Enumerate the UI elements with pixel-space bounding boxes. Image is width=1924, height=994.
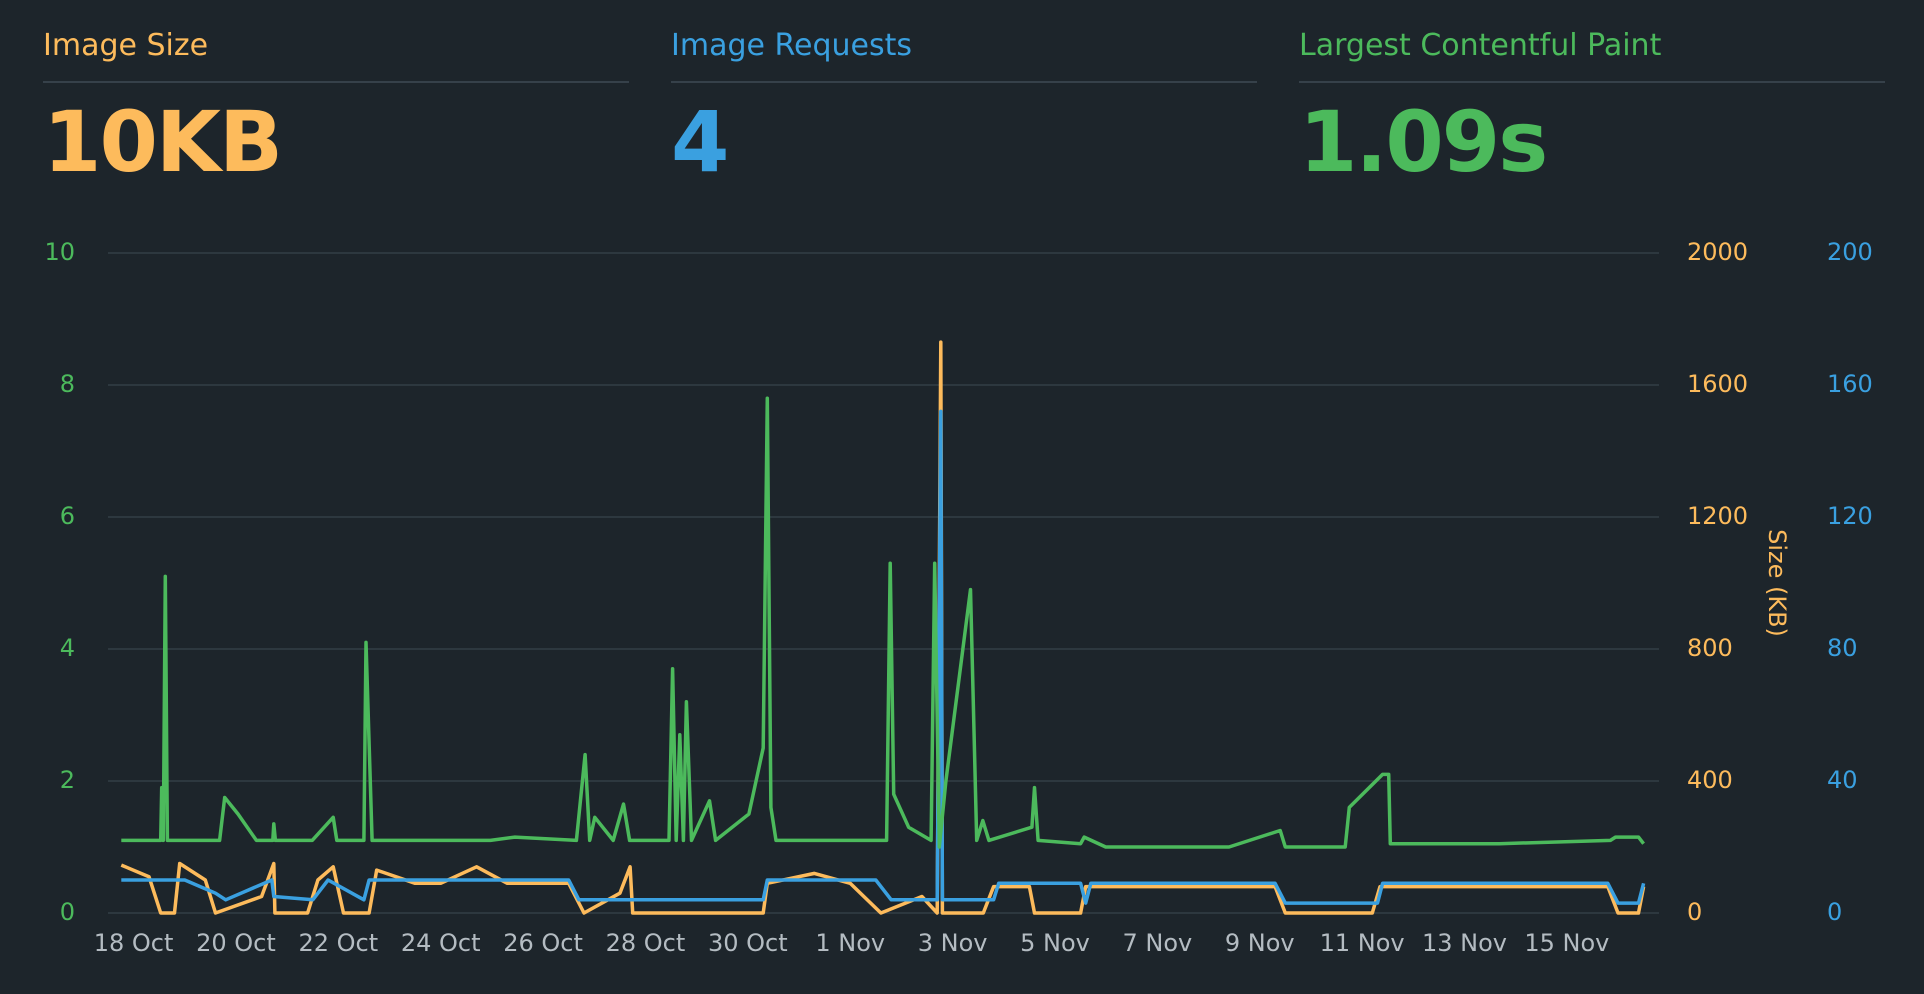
series-line [120, 340, 1646, 915]
x-tick-label: 7 Nov [1122, 929, 1192, 957]
x-tick-label: 5 Nov [1020, 929, 1090, 957]
x-tick-label: 3 Nov [918, 929, 988, 957]
y2-tick-label: 0 [1687, 898, 1702, 926]
series-line [121, 396, 1645, 849]
kpi: Image Requests 4 [671, 28, 1257, 191]
y3-tick-label: 0 [1827, 898, 1842, 926]
y3-tick-label: 160 [1827, 370, 1873, 398]
kpi-value: 10KB [43, 93, 283, 191]
y3-tick-label: 200 [1827, 238, 1873, 266]
series-line [121, 409, 1646, 905]
x-tick-label: 1 Nov [815, 929, 885, 957]
x-tick-label: 28 Oct [606, 929, 686, 957]
y-tick-label: 2 [60, 766, 75, 794]
y2-tick-label: 400 [1687, 766, 1733, 794]
y-tick-label: 4 [60, 634, 75, 662]
kpi-title: Image Size [43, 28, 629, 83]
x-tick-label: 13 Nov [1422, 929, 1507, 957]
kpi-value: 1.09s [1299, 93, 1548, 191]
x-tick-label: 30 Oct [708, 929, 788, 957]
y2-tick-label: 1200 [1687, 502, 1748, 530]
kpi: Image Size 10KB [43, 28, 629, 191]
y2-axis-label: Size (KB) [1763, 529, 1791, 637]
y3-tick-label: 80 [1827, 634, 1858, 662]
y-tick-label: 6 [60, 502, 75, 530]
y-tick-label: 8 [60, 370, 75, 398]
x-tick-label: 18 Oct [94, 929, 174, 957]
y2-tick-label: 800 [1687, 634, 1733, 662]
y2-tick-label: 1600 [1687, 370, 1748, 398]
x-tick-label: 22 Oct [299, 929, 379, 957]
x-tick-label: 20 Oct [196, 929, 276, 957]
x-tick-label: 24 Oct [401, 929, 481, 957]
y3-tick-label: 40 [1827, 766, 1858, 794]
y3-tick-label: 120 [1827, 502, 1873, 530]
kpi-title: Image Requests [671, 28, 1257, 83]
y2-tick-label: 2000 [1687, 238, 1748, 266]
x-tick-label: 15 Nov [1524, 929, 1609, 957]
kpi-title: Largest Contentful Paint [1299, 28, 1885, 83]
kpi-value: 4 [671, 93, 729, 191]
x-tick-label: 26 Oct [503, 929, 583, 957]
y-tick-label: 10 [44, 238, 75, 266]
y-tick-label: 0 [60, 898, 75, 926]
x-tick-label: 9 Nov [1225, 929, 1295, 957]
x-tick-label: 11 Nov [1320, 929, 1405, 957]
kpi: Largest Contentful Paint 1.09s [1299, 28, 1885, 191]
